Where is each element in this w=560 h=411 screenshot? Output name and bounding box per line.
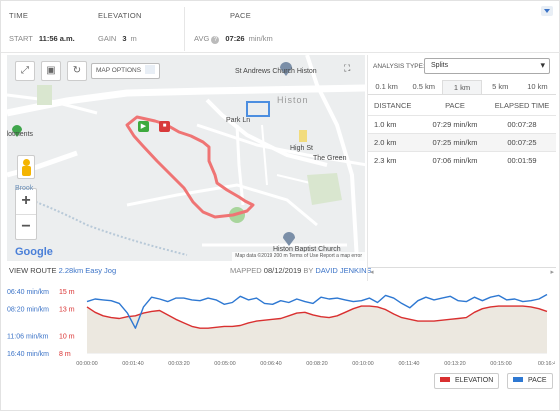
- x-tick-label: 00:05:00: [214, 361, 235, 367]
- start-time: START 11:56 a.m.: [9, 34, 75, 43]
- map-label-high: High St: [290, 145, 313, 152]
- map-label-green: The Green: [313, 155, 347, 162]
- pace-series-line: [86, 293, 548, 329]
- map-label-histon: Histon: [277, 95, 309, 105]
- pace-tick-label: 11:06 min/km: [7, 333, 49, 340]
- stats-bar: TIME START 11:56 a.m. ELEVATION GAIN 3 m PA…: [1, 1, 560, 53]
- tab-0-1km[interactable]: 0.1 km: [375, 82, 398, 91]
- map-label-allotments: llotments: [7, 131, 34, 138]
- elevation-tick-label: 8 m: [59, 351, 71, 358]
- table-row: 2.0 km 07:25 min/km 00:07:25: [368, 133, 556, 151]
- start-marker-icon: ▶: [138, 121, 149, 132]
- elevation-gain: GAIN 3 m: [98, 34, 137, 43]
- route-footer: VIEW ROUTE 2.28km Easy Jog MAPPED 08/12/…: [9, 266, 372, 275]
- x-tick-label: 00:13:20: [444, 361, 465, 367]
- google-logo: Google: [15, 246, 53, 258]
- splits-table: DISTANCE PACE ELAPSED TIME 1.0 km 07:29 min…: [368, 97, 556, 169]
- avg-pace: AVG ? 07:26 min/km: [194, 34, 273, 44]
- x-tick-label: 00:10:00: [352, 361, 373, 367]
- video-icon[interactable]: ▣: [41, 61, 61, 81]
- x-tick-label: 00:11:40: [398, 361, 419, 367]
- elevation-pace-chart: 06:40 min/km 15 m 08:20 min/km 13 m 11:06 mi…: [7, 289, 555, 367]
- elevation-stat: ELEVATION: [98, 11, 142, 20]
- x-tick-label: 00:06:40: [260, 361, 281, 367]
- elevation-area: [87, 306, 547, 353]
- zoom-in-button[interactable]: +: [21, 192, 31, 209]
- rotate-3d-icon[interactable]: ↻: [67, 61, 87, 81]
- fullscreen-icon[interactable]: ⛶: [344, 63, 351, 73]
- map-label-baptist: Histon Baptist Church: [273, 246, 341, 253]
- table-row: 2.3 km 07:06 min/km 00:01:59: [368, 151, 556, 169]
- x-tick-label: 00:16:4: [538, 361, 555, 367]
- x-tick-label: 00:15:00: [490, 361, 511, 367]
- tab-0-5km[interactable]: 0.5 km: [412, 82, 436, 91]
- horizontal-scrollbar[interactable]: [368, 267, 556, 279]
- pace-swatch: [513, 376, 523, 382]
- pace-tick-label: 16:40 min/km: [7, 351, 49, 358]
- elevation-tick-label: 13 m: [59, 307, 75, 314]
- pace-stat: PACE: [230, 11, 252, 20]
- zoom-out-button[interactable]: −: [16, 214, 36, 239]
- table-header: DISTANCE PACE ELAPSED TIME: [374, 101, 550, 110]
- x-tick-label: 00:01:40: [122, 361, 143, 367]
- street-view-pegman-icon[interactable]: [17, 155, 35, 179]
- analysis-type-label: ANALYSIS TYPE:: [373, 63, 425, 70]
- expand-icon[interactable]: ⤢: [15, 61, 35, 81]
- time-stat: TIME: [9, 11, 29, 20]
- legend-pace-button[interactable]: PACE: [507, 373, 553, 389]
- route-name-link[interactable]: 2.28km Easy Jog: [58, 266, 117, 275]
- elevation-tick-label: 10 m: [59, 333, 75, 340]
- analysis-panel: ANALYSIS TYPE: Splits 0.1 km 0.5 km 1 km…: [367, 55, 556, 281]
- map-background: [7, 55, 365, 261]
- route-map[interactable]: ▶ ■ ⤢ ▣ ↻ MAP OPTIONS ⛶ + − St Andrews Ch…: [7, 55, 365, 261]
- elevation-swatch: [440, 376, 450, 382]
- tab-1km[interactable]: 1 km: [442, 80, 482, 94]
- x-tick-label: 00:08:20: [306, 361, 327, 367]
- map-label-park: Park Ln: [226, 117, 251, 124]
- map-label-brook: Brook: [15, 185, 34, 192]
- legend-elevation-button[interactable]: ELEVATION: [434, 373, 500, 389]
- tab-10km[interactable]: 10 km: [527, 82, 548, 91]
- x-tick-label: 00:00:00: [76, 361, 97, 367]
- map-label-church: St Andrews Church Histon: [235, 68, 317, 75]
- analysis-type-select[interactable]: Splits: [424, 58, 550, 74]
- pace-tick-label: 06:40 min/km: [7, 289, 49, 296]
- tab-5km[interactable]: 5 km: [492, 82, 509, 91]
- divider: [184, 7, 185, 51]
- author-link[interactable]: DAVID JENKINS: [315, 266, 372, 275]
- help-icon[interactable]: ?: [211, 36, 220, 44]
- split-tabs: 0.1 km 0.5 km 1 km 5 km 10 km: [368, 80, 556, 95]
- table-row: 1.0 km 07:29 min/km 00:07:28: [368, 115, 556, 133]
- map-options-button[interactable]: MAP OPTIONS: [91, 63, 161, 79]
- map-attribution[interactable]: Map data ©2019 200 m Terms of Use Report…: [232, 252, 365, 261]
- x-tick-label: 00:03:20: [168, 361, 189, 367]
- elevation-series-line: [86, 305, 548, 329]
- elevation-tick-label: 15 m: [59, 289, 75, 296]
- pace-tick-label: 08:20 min/km: [7, 307, 49, 314]
- zoom-control: + −: [15, 188, 37, 240]
- finish-marker-icon: ■: [159, 121, 170, 132]
- collapse-toggle-icon[interactable]: [541, 6, 553, 16]
- chevron-down-icon: [145, 64, 156, 74]
